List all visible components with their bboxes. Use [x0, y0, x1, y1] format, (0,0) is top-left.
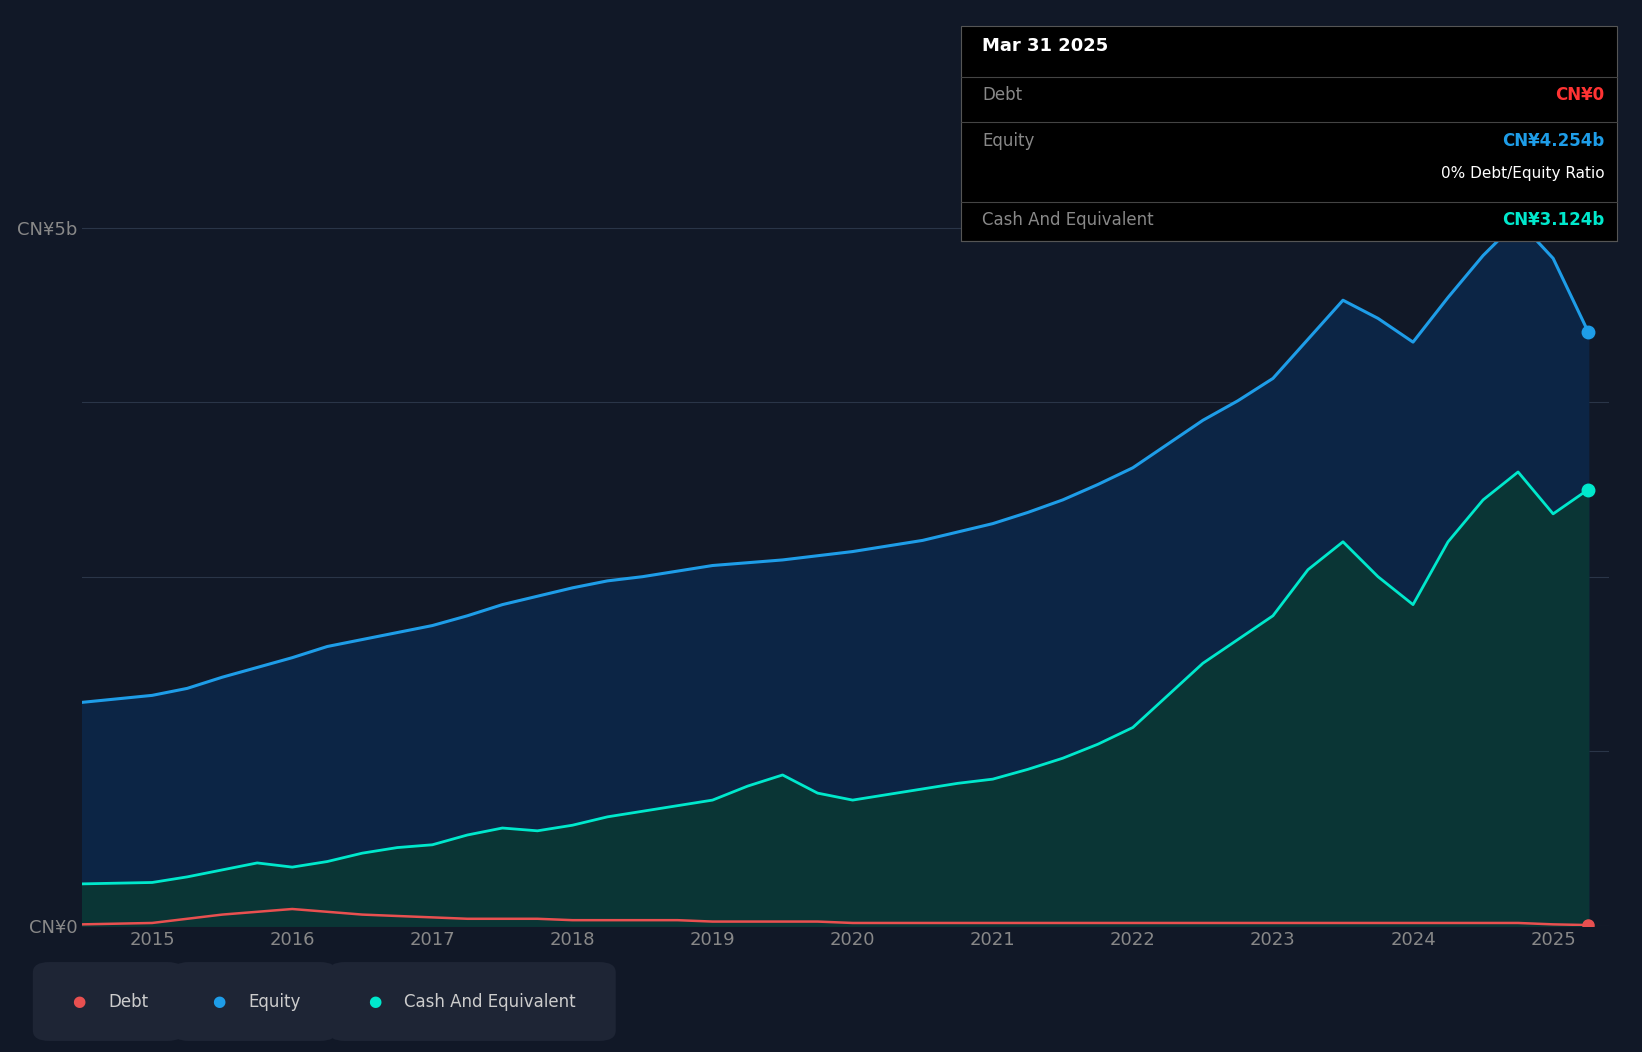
Text: Equity: Equity	[982, 132, 1034, 149]
Text: 0% Debt/Equity Ratio: 0% Debt/Equity Ratio	[1440, 166, 1604, 181]
Text: Debt: Debt	[108, 992, 148, 1011]
Text: CN¥4.254b: CN¥4.254b	[1502, 132, 1604, 149]
Text: Debt: Debt	[982, 86, 1021, 104]
Text: CN¥0: CN¥0	[1555, 86, 1604, 104]
Text: ●: ●	[368, 994, 381, 1009]
Text: Cash And Equivalent: Cash And Equivalent	[982, 211, 1154, 229]
Text: Equity: Equity	[248, 992, 300, 1011]
Text: Mar 31 2025: Mar 31 2025	[982, 37, 1108, 55]
Text: CN¥3.124b: CN¥3.124b	[1502, 211, 1604, 229]
Text: ●: ●	[212, 994, 225, 1009]
Text: ●: ●	[72, 994, 85, 1009]
Text: Cash And Equivalent: Cash And Equivalent	[404, 992, 576, 1011]
